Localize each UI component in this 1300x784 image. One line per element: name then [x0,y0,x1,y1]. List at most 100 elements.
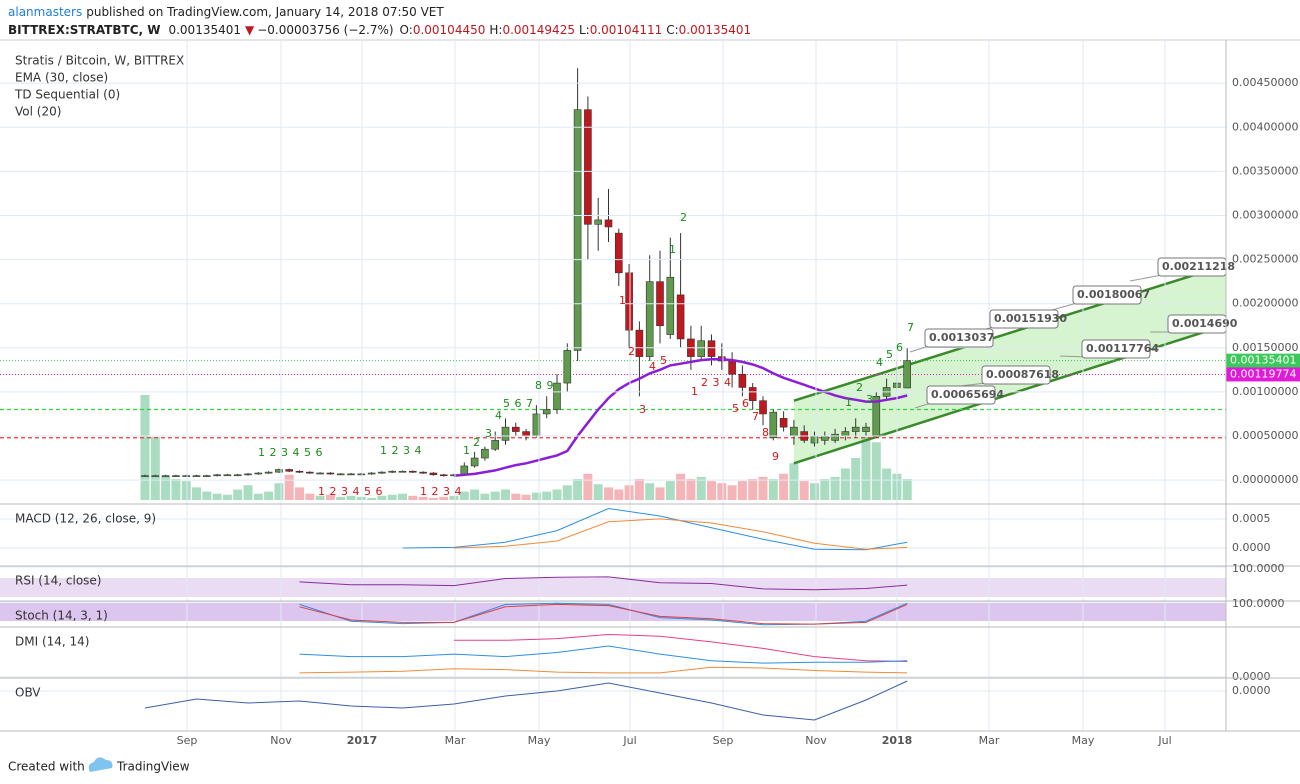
x-tick-label: May [528,734,551,747]
candle-body [223,474,232,477]
volume-bar [150,437,160,500]
volume-bar [810,483,819,500]
candle-body [347,473,355,476]
callout-box [989,309,1059,329]
volume-bar [212,493,222,500]
volume-bar [377,495,387,500]
td-up-label: 4 [876,356,883,369]
volume-bar [624,485,634,500]
x-tick-label: Mar [445,734,466,747]
volume-bar [604,487,613,500]
volume-bar [140,395,150,500]
td-up-label: 1 [845,396,852,409]
candle-body [820,435,829,441]
o-label: O: [400,23,413,37]
volume-bar [490,491,500,500]
x-tick-label: Nov [805,734,827,747]
volume-bar [634,479,644,500]
volume-bar [336,496,346,500]
volume-bar [192,487,201,500]
td-down-label: 1 [619,294,626,307]
volume-bar [655,487,665,500]
price-tag [1226,367,1300,382]
candle-body [635,329,644,357]
candle-body [862,426,870,432]
volume-bar [614,489,624,500]
pane-title: DMI (14, 14) [15,635,89,649]
y-tick-label: 0.00350000 [1232,164,1298,177]
candle-body [408,470,417,473]
quote-line: BITTREX:STRATBTC, W 0.00135401 ▼ −0.0000375… [8,23,751,37]
callout-box [1081,339,1151,359]
indicator-line [454,633,908,662]
ema-line [453,357,908,477]
candle-body [645,281,654,357]
indicator-line [299,645,908,664]
td-up-label: 7 [907,321,914,334]
rsi-band [0,578,1226,597]
td-down-label: 4 [649,360,656,373]
legend-entry: TD Sequential (0) [14,88,120,102]
volume-bar [222,494,232,500]
volume-bar [367,497,377,500]
volume-bar [779,473,789,500]
y-tick-label: 0.0005 [1232,512,1271,525]
volume-bar [665,481,675,500]
footer-brand[interactable]: TradingView [116,760,190,774]
td-up-label: 2 [473,436,480,449]
legend-entry: EMA (30, close) [15,71,108,85]
candle-body [666,276,675,335]
td-down-label: 1 2 3 4 5 6 [318,485,382,498]
x-tick-label: Mar [979,734,1000,747]
volume-bar [542,491,552,500]
candle-body [305,471,314,474]
callout-box [981,365,1051,385]
candle-body [419,471,427,474]
callout-box [924,328,994,348]
price-tag-label: 0.00135401 [1230,354,1296,367]
callout-label: 0.00211218 [1162,260,1235,273]
candle-body [851,426,860,432]
candle-body [563,350,572,384]
last: 0.00135401 [168,23,241,37]
candle-body [161,475,170,477]
td-up-label: 3 [866,393,873,406]
candle-body [336,473,345,476]
candle-body [697,340,706,357]
channel-fill [793,265,1226,464]
td-up-label: 1 2 3 4 5 6 [258,446,322,459]
c-label: C: [666,23,678,37]
y-tick-label: 0.00000000 [1232,473,1298,486]
y-tick-label: 0.0000 [1232,670,1271,683]
volume-bar [789,463,799,500]
candle-body [759,400,767,415]
y-tick-label: 0.0000 [1232,541,1271,554]
pane-title: Stoch (14, 3, 1) [15,609,108,623]
candle-body [810,435,819,444]
x-tick-label: May [1072,734,1095,747]
callout-box [926,385,996,405]
candle-body [584,109,592,225]
volume-bar [233,489,243,500]
candle-body [367,472,376,475]
callout-box [1072,285,1142,305]
td-down-label: 1 [691,385,698,398]
y-tick-label: 0.00300000 [1232,208,1298,221]
volume-bar [871,442,881,500]
footer-created: Created with [8,760,85,774]
volume-bar [645,483,655,500]
volume-bar [284,474,294,500]
indicator-line [299,576,908,591]
candle-body [748,387,757,401]
h-label: H: [489,23,502,37]
volume-bar [387,494,397,500]
volume-bar [531,492,541,500]
candle-body [398,470,407,473]
volume-bar [243,485,253,500]
author[interactable]: alanmasters [8,5,82,19]
candle-body [553,382,561,410]
candle-body [511,426,520,432]
x-tick-label: Jul [622,734,636,747]
logo [88,757,113,772]
